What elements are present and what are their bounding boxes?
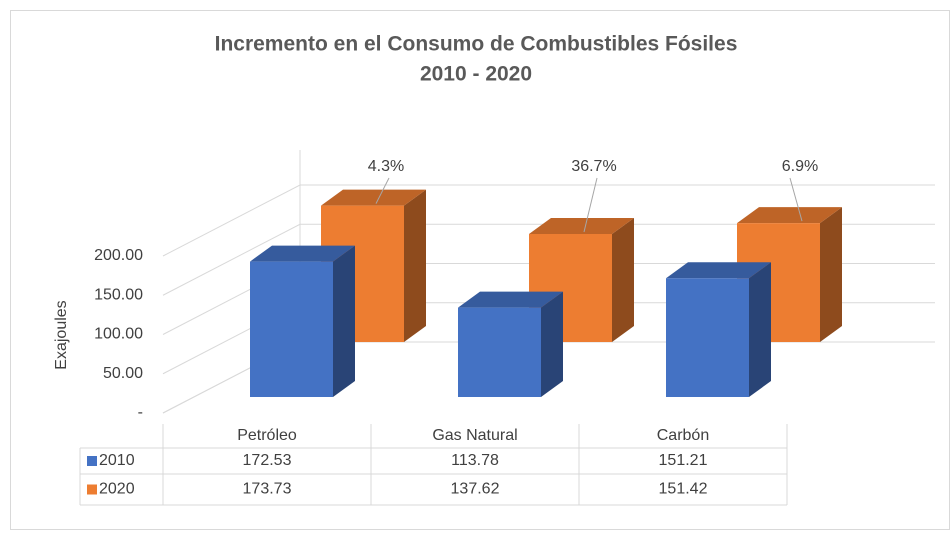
bar	[250, 245, 355, 397]
bar-side	[820, 207, 842, 342]
bar-front	[458, 307, 541, 397]
bar-side	[541, 291, 563, 397]
y-tick-label: 150.00	[94, 286, 143, 303]
bar-top	[529, 217, 634, 234]
bar-side	[612, 217, 634, 342]
x-tick-label: Petróleo	[237, 427, 297, 444]
annotation: 6.9%	[782, 158, 818, 175]
legend-label: 2010	[99, 452, 135, 469]
y-tick-label: 200.00	[94, 247, 143, 264]
bar-top	[666, 262, 771, 279]
chart-title: Incremento en el Consumo de Combustibles…	[215, 33, 738, 56]
legend-swatch	[87, 456, 97, 466]
bar-top	[250, 245, 355, 262]
bar	[458, 291, 563, 397]
bar-side	[404, 189, 426, 342]
table-value: 173.73	[243, 481, 292, 498]
bar-top	[321, 189, 426, 206]
bar-front	[666, 278, 749, 397]
bar-side	[333, 245, 355, 397]
annotation-leader	[583, 177, 598, 233]
y-tick-label: 100.00	[94, 326, 143, 343]
table-value: 137.62	[451, 481, 500, 498]
annotation-leader	[375, 177, 390, 204]
table-value: 151.42	[659, 481, 708, 498]
bar-front	[250, 261, 333, 397]
legend-label: 2020	[99, 481, 135, 498]
annotation-leader	[789, 177, 803, 222]
table-value: 172.53	[243, 452, 292, 469]
bar-top	[458, 291, 563, 308]
x-tick-label: Carbón	[657, 427, 709, 444]
y-axis-label: Exajoules	[53, 300, 70, 369]
bar	[666, 262, 771, 397]
bar-top	[737, 207, 842, 224]
x-tick-label: Gas Natural	[432, 427, 517, 444]
table-value: 151.21	[659, 452, 708, 469]
chart-title: 2010 - 2020	[420, 63, 532, 86]
annotation: 4.3%	[368, 158, 404, 175]
y-tick-label: 50.00	[103, 365, 143, 382]
bar-side	[749, 262, 771, 397]
legend-swatch	[87, 484, 97, 495]
bar	[737, 207, 842, 342]
table-value: 113.78	[451, 452, 499, 469]
annotation: 36.7%	[571, 158, 616, 175]
y-tick-label: -	[138, 404, 143, 421]
